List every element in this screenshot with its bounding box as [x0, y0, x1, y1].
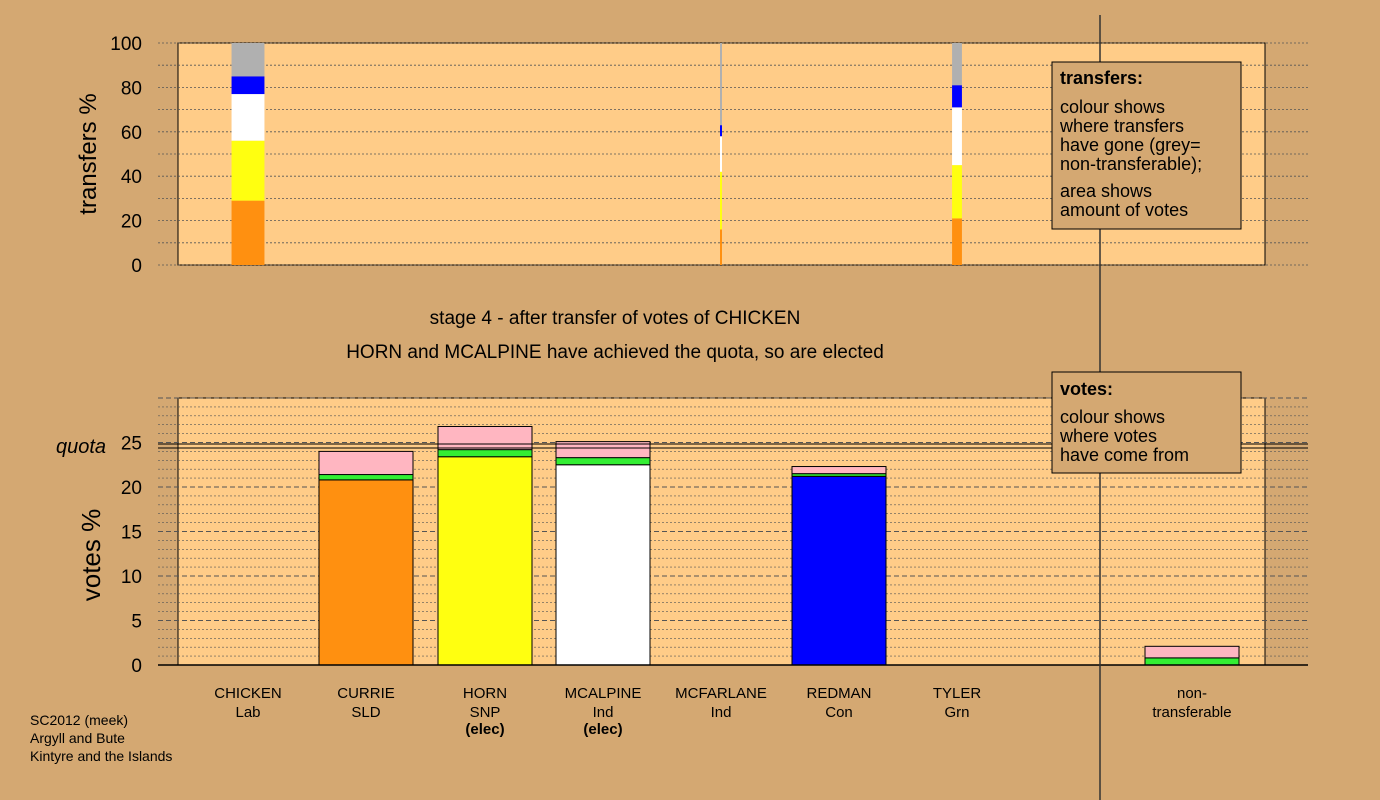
transfer-segment	[231, 200, 265, 265]
transfers-y-axis-label: transfers %	[75, 93, 102, 214]
transfers-y-tick-label: 40	[121, 167, 142, 188]
candidate-party: Ind	[711, 704, 732, 721]
candidate-name: HORN	[463, 685, 507, 702]
votes-y-tick-label: 20	[121, 478, 142, 499]
transfer-segment	[720, 43, 722, 126]
quota-label: quota	[56, 436, 106, 458]
transfer-segment	[720, 136, 722, 172]
candidate-bar	[791, 466, 887, 666]
transfers-legend-line: amount of votes	[1060, 200, 1188, 220]
candidate-labels: CHICKENLabCURRIESLDHORNSNP(elec)MCALPINE…	[214, 685, 1231, 738]
transfers-legend-line: where transfers	[1059, 116, 1184, 136]
votes-legend-line: colour shows	[1060, 407, 1165, 427]
candidate-name: CHICKEN	[214, 685, 282, 702]
candidate-name: CURRIE	[337, 685, 395, 702]
transfer-segment	[720, 125, 722, 137]
vote-segment	[437, 425, 533, 451]
vote-segment	[1144, 657, 1240, 666]
transfer-segment	[231, 94, 265, 141]
transfers-bars	[231, 43, 962, 265]
candidate-name: REDMAN	[806, 685, 871, 702]
candidate-party: Lab	[235, 704, 260, 721]
votes-legend-line: have come from	[1060, 445, 1189, 465]
candidate-name: TYLER	[933, 685, 982, 702]
transfers-legend-title: transfers:	[1060, 68, 1143, 88]
transfers-legend-box	[1051, 61, 1242, 230]
vote-segment	[555, 464, 651, 666]
vote-segment	[791, 475, 887, 666]
transfers-y-tick-label: 20	[121, 212, 142, 233]
transfers-y-ticks: 0 20 40 60 80 100	[110, 34, 142, 277]
candidate-bar	[555, 441, 651, 666]
votes-legend-box	[1051, 371, 1242, 474]
nontransferable-bar	[1144, 645, 1240, 666]
votes-bars	[318, 425, 1240, 666]
transfers-y-tick-label: 60	[121, 123, 142, 144]
transfer-segment	[952, 165, 962, 219]
vote-segment	[437, 456, 533, 666]
transfer-segment	[231, 76, 265, 95]
transfer-segment	[720, 229, 722, 265]
elected-marker: (elec)	[583, 721, 622, 738]
transfers-y-tick-label: 80	[121, 78, 142, 99]
votes-legend-title: votes:	[1060, 379, 1113, 399]
candidate-bar	[318, 450, 414, 666]
transfers-legend-line: have gone (grey=	[1060, 135, 1201, 155]
candidate-party: SNP	[470, 704, 501, 721]
transfer-segment	[952, 107, 962, 166]
transfers-legend-line: colour shows	[1060, 97, 1165, 117]
vote-segment	[437, 449, 533, 458]
votes-legend: votes: colour shows where votes have com…	[1051, 371, 1242, 474]
candidate-party: SLD	[351, 704, 380, 721]
vote-segment	[555, 441, 651, 459]
stage-subtitle: HORN and MCALPINE have achieved the quot…	[346, 342, 884, 363]
vote-segment	[1144, 645, 1240, 659]
votes-y-tick-label: 25	[121, 434, 142, 455]
votes-y-tick-label: 5	[131, 612, 142, 633]
vote-segment	[555, 457, 651, 466]
footer-ward: Kintyre and the Islands	[30, 748, 172, 764]
transfer-segment	[952, 43, 962, 86]
transfer-segment	[720, 171, 722, 230]
votes-legend-line: where votes	[1059, 426, 1157, 446]
votes-y-axis-label: votes %	[76, 509, 106, 602]
transfer-segment	[231, 43, 265, 77]
vote-segment	[791, 466, 887, 475]
transfer-segment	[952, 218, 962, 265]
nontransferable-label: non-	[1177, 685, 1207, 702]
footer-election: SC2012 (meek)	[30, 712, 128, 728]
elected-marker: (elec)	[465, 721, 504, 738]
vote-segment	[318, 479, 414, 666]
vote-segment	[318, 450, 414, 476]
stage-title: stage 4 - after transfer of votes of CHI…	[430, 308, 801, 329]
transfers-legend: transfers: colour shows where transfers …	[1051, 61, 1242, 230]
votes-y-tick-label: 0	[131, 656, 142, 677]
candidate-party: Con	[825, 704, 853, 721]
nontransferable-label: transferable	[1152, 704, 1231, 721]
transfers-y-tick-label: 0	[131, 256, 142, 277]
candidate-name: MCFARLANE	[675, 685, 767, 702]
votes-panel: 0 5 10 15 20 25 quota votes % CHICKEN Lab CURRI…	[56, 397, 1308, 738]
transfer-segment	[952, 85, 962, 108]
votes-y-ticks: 0 5 10 15 20 25	[121, 434, 142, 678]
transfers-y-tick-label: 100	[110, 34, 142, 55]
votes-y-tick-label: 15	[121, 523, 142, 544]
vote-segment	[318, 474, 414, 481]
candidate-party: Grn	[944, 704, 969, 721]
footer-council: Argyll and Bute	[30, 730, 125, 746]
transfer-segment	[231, 140, 265, 201]
transfers-legend-line: non-transferable);	[1060, 154, 1202, 174]
candidate-bar	[437, 425, 533, 666]
candidate-name: MCALPINE	[565, 685, 642, 702]
votes-y-tick-label: 10	[121, 567, 142, 588]
transfers-legend-line: area shows	[1060, 181, 1152, 201]
candidate-party: Ind	[593, 704, 614, 721]
